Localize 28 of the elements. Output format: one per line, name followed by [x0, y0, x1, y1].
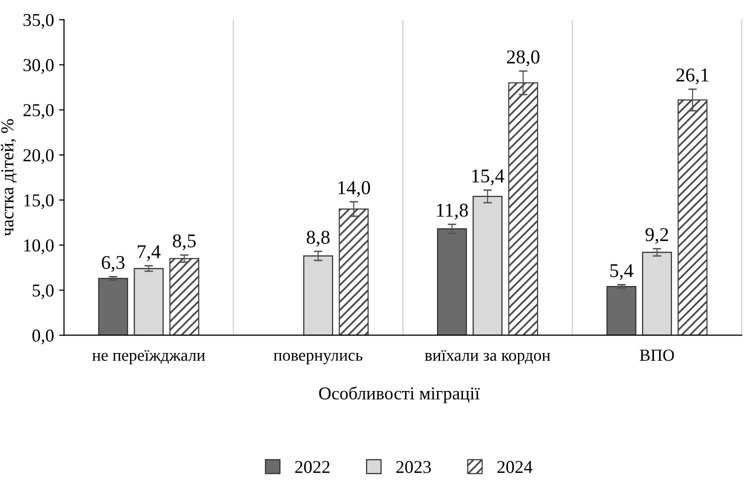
y-tick-label: 30,0: [24, 59, 54, 74]
data-label: 7,4: [138, 245, 161, 262]
y-tick-label: 15,0: [24, 194, 54, 210]
data-label: 6,3: [102, 256, 125, 272]
data-label: 26,1: [676, 68, 708, 84]
legend-label: 2024: [497, 460, 532, 474]
data-label: 15,4: [472, 170, 504, 186]
y-tick-label: 5,0: [32, 284, 54, 300]
data-label: 14,0: [338, 181, 370, 198]
data-label: 28,0: [506, 50, 540, 66]
x-tick-label: не переїжджали: [92, 350, 206, 364]
x-axis-title: Особливості міграції: [319, 386, 480, 404]
data-label: 8,8: [306, 230, 330, 247]
y-axis-title: частка дітей, %: [0, 119, 17, 236]
data-label: 11,8: [437, 204, 468, 220]
legend-label: 2023: [396, 460, 431, 474]
data-label: 5,4: [610, 264, 634, 280]
y-tick-label: 0,0: [32, 329, 54, 344]
y-tick-label: 25,0: [23, 104, 54, 119]
y-tick-label: 10,0: [24, 239, 54, 254]
x-tick-label: повернулись: [274, 352, 362, 364]
x-tick-label: ВПО: [640, 350, 674, 361]
x-tick-label: виїхали за кордон: [424, 350, 550, 364]
data-label: 9,2: [645, 228, 668, 244]
y-tick-label: 20,0: [23, 149, 54, 164]
y-tick-label: 35,0: [24, 14, 54, 29]
legend-label: 2022: [295, 460, 330, 474]
data-label: 8,5: [172, 234, 196, 250]
